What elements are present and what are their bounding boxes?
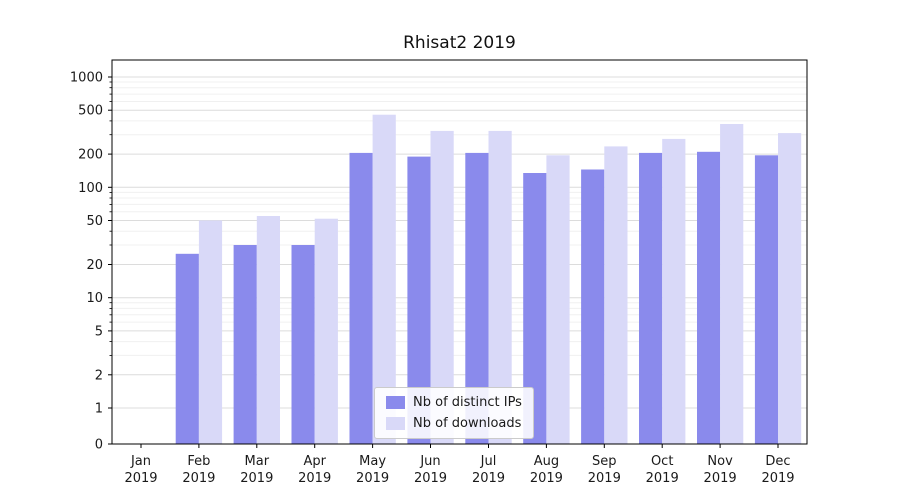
y-tick-label: 1 [95, 402, 103, 417]
bar-distinct-ips-apr [291, 245, 315, 444]
plot-frame [111, 59, 808, 445]
x-tick-label-month: Jun [419, 454, 440, 469]
x-tick-label-year: 2019 [588, 471, 621, 486]
x-tick-label-year: 2019 [761, 471, 794, 486]
legend-label-distinct-ips: Nb of distinct IPs [413, 395, 522, 410]
x-tick-label-year: 2019 [646, 471, 679, 486]
bar-downloads-feb [198, 220, 223, 444]
x-tick-label-year: 2019 [356, 471, 389, 486]
bar-downloads-dec [778, 133, 802, 444]
bar-downloads-may [372, 114, 396, 444]
bar-distinct-ips-mar [233, 245, 257, 444]
y-tick-label: 2 [95, 368, 103, 383]
legend-item-downloads: Nb of downloads [386, 416, 522, 431]
bar-distinct-ips-oct [639, 152, 663, 444]
bar-distinct-ips-aug [523, 173, 547, 444]
x-tick-label-year: 2019 [704, 471, 737, 486]
x-tick-label-month: Oct [651, 454, 673, 469]
x-tick-label-month: Sep [592, 454, 617, 469]
x-tick-label-year: 2019 [298, 471, 331, 486]
legend: Nb of distinct IPs Nb of downloads [374, 387, 534, 439]
bar-distinct-ips-sep [581, 169, 605, 444]
bar-downloads-jul [488, 130, 512, 444]
legend-item-distinct-ips: Nb of distinct IPs [386, 395, 522, 410]
x-tick-label-year: 2019 [414, 471, 447, 486]
y-tick-label: 200 [78, 148, 103, 163]
y-tick-label: 100 [78, 181, 103, 196]
x-tick-label-year: 2019 [472, 471, 505, 486]
legend-swatch-distinct-ips [386, 396, 405, 409]
x-tick-label-year: 2019 [530, 471, 563, 486]
x-tick-label-month: Aug [534, 454, 559, 469]
bar-downloads-apr [314, 218, 338, 444]
x-tick-label-month: Feb [187, 454, 210, 469]
y-tick-label: 0 [95, 438, 103, 453]
x-tick-label-month: Apr [303, 454, 326, 469]
legend-swatch-downloads [386, 417, 405, 430]
x-tick-label-year: 2019 [124, 471, 157, 486]
bar-distinct-ips-dec [754, 155, 779, 445]
y-tick-label: 1000 [70, 71, 103, 86]
y-tick-label: 5 [95, 324, 103, 339]
x-tick-label-month: Mar [245, 454, 270, 469]
bar-distinct-ips-may [349, 152, 373, 444]
y-tick-label: 50 [86, 214, 103, 229]
bar-downloads-nov [720, 124, 744, 444]
x-tick-label-month: Jul [480, 454, 497, 469]
legend-label-downloads: Nb of downloads [413, 416, 522, 431]
x-tick-label-month: Jan [130, 454, 151, 469]
y-tick-label: 500 [78, 104, 103, 119]
y-tick-label: 10 [86, 291, 103, 306]
y-tick-label: 20 [86, 258, 103, 273]
x-tick-label-month: Dec [765, 454, 790, 469]
bar-downloads-aug [546, 155, 570, 445]
chart-title: Rhisat2 2019 [403, 33, 516, 53]
bar-downloads-mar [256, 216, 280, 444]
bar-distinct-ips-jun [407, 156, 431, 444]
x-tick-label-year: 2019 [240, 471, 273, 486]
bar-distinct-ips-feb [175, 253, 199, 444]
x-tick-label-year: 2019 [182, 471, 215, 486]
bar-distinct-ips-jul [465, 152, 489, 444]
bar-downloads-oct [662, 138, 686, 444]
bar-downloads-sep [604, 146, 628, 444]
x-tick-label-month: May [359, 454, 386, 469]
x-tick-label-month: Nov [707, 454, 733, 469]
bar-downloads-jun [430, 130, 454, 444]
bar-distinct-ips-nov [697, 151, 721, 445]
